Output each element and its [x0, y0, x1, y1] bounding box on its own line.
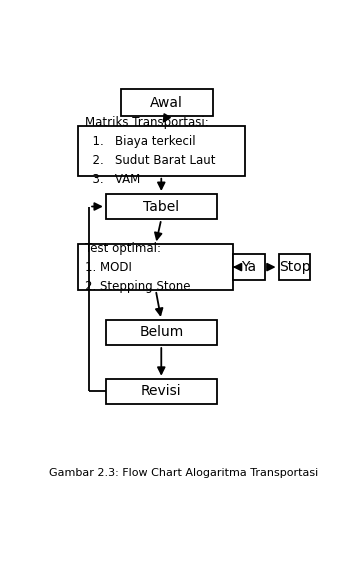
Text: Ya: Ya: [241, 260, 256, 274]
FancyBboxPatch shape: [279, 255, 310, 280]
FancyBboxPatch shape: [106, 194, 217, 219]
FancyBboxPatch shape: [233, 255, 265, 280]
FancyBboxPatch shape: [106, 320, 217, 345]
Text: Belum: Belum: [139, 325, 183, 340]
Text: Revisi: Revisi: [141, 384, 182, 398]
FancyBboxPatch shape: [106, 379, 217, 404]
FancyBboxPatch shape: [78, 244, 233, 290]
Text: Test optimal:
1. MODI
2. Stepping Stone: Test optimal: 1. MODI 2. Stepping Stone: [85, 242, 190, 293]
Text: Awal: Awal: [150, 96, 183, 110]
Text: Tabel: Tabel: [143, 199, 179, 213]
Text: Gambar 2.3: Flow Chart Alogaritma Transportasi: Gambar 2.3: Flow Chart Alogaritma Transp…: [49, 468, 318, 478]
Text: Stop: Stop: [279, 260, 310, 274]
FancyBboxPatch shape: [78, 126, 245, 176]
Text: Matriks Transportasi:
  1.   Biaya terkecil
  2.   Sudut Barat Laut
  3.   VAM: Matriks Transportasi: 1. Biaya terkecil …: [85, 115, 216, 186]
FancyBboxPatch shape: [121, 89, 213, 116]
